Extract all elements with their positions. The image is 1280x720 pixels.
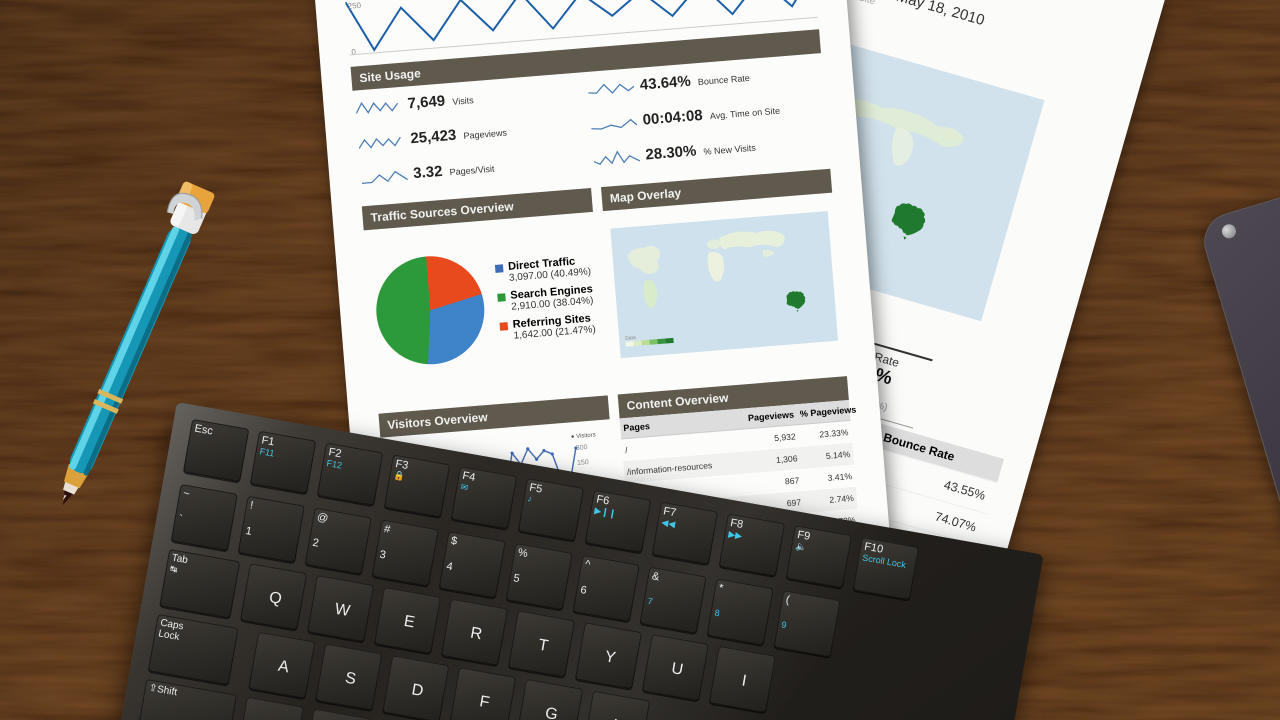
svg-text:Apr 19: Apr 19 <box>370 54 395 57</box>
svg-text:300: 300 <box>576 444 588 452</box>
svg-text:250: 250 <box>347 1 362 11</box>
svg-text:0: 0 <box>351 47 357 56</box>
svg-text:● Visitors: ● Visitors <box>571 432 596 440</box>
svg-text:Data: Data <box>625 335 636 342</box>
svg-text:150: 150 <box>577 459 589 467</box>
